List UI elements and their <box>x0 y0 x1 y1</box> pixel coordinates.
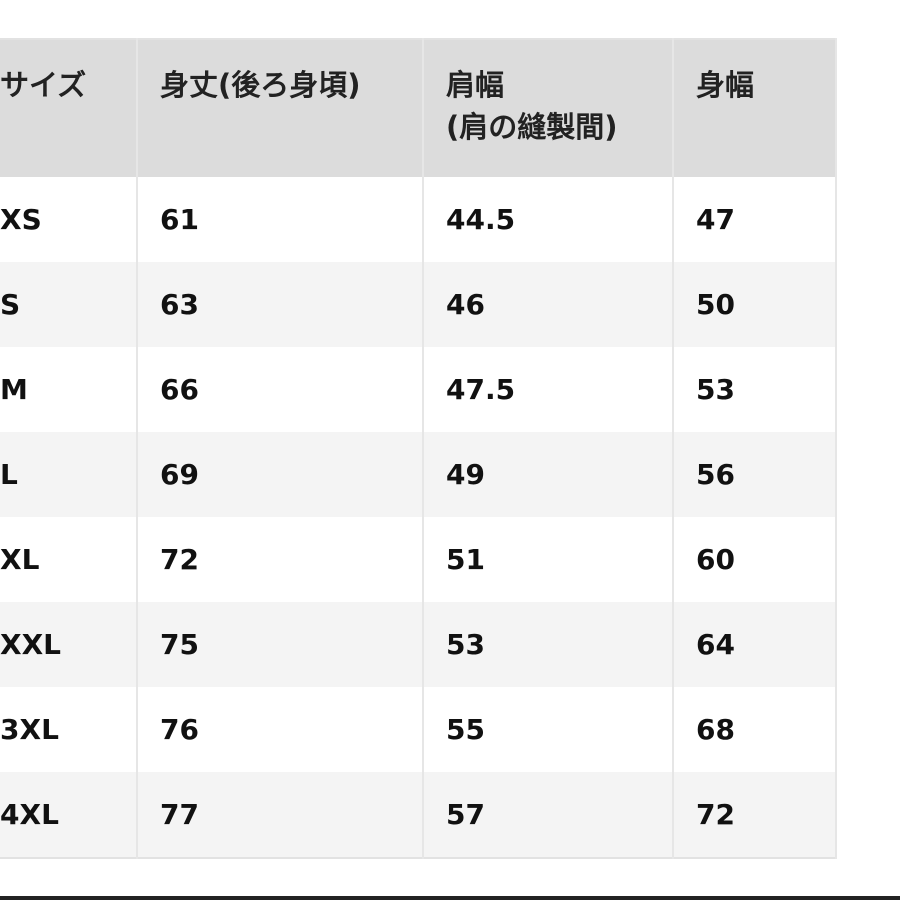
cell-width: 56 <box>672 432 837 517</box>
cell-shoulder: 47.5 <box>422 347 674 432</box>
cell-width: 47 <box>672 177 837 262</box>
header-shoulder-sub: (肩の縫製間) <box>446 110 618 144</box>
cell-shoulder: 57 <box>422 772 674 858</box>
header-width: 身幅 <box>672 39 837 177</box>
header-size: サイズ <box>0 39 138 177</box>
cell-shoulder: 53 <box>422 602 674 687</box>
cell-size: 4XL <box>0 772 138 858</box>
table-row: M 66 47.5 53 <box>0 347 837 432</box>
cell-length: 63 <box>136 262 424 347</box>
table-row: XS 61 44.5 47 <box>0 177 837 262</box>
cell-length: 61 <box>136 177 424 262</box>
cell-width: 72 <box>672 772 837 858</box>
header-shoulder-label: 肩幅 <box>446 68 505 102</box>
header-length: 身丈(後ろ身頃) <box>136 39 424 177</box>
table-row: XXL 75 53 64 <box>0 602 837 687</box>
cell-shoulder: 49 <box>422 432 674 517</box>
cell-width: 68 <box>672 687 837 772</box>
cell-shoulder: 51 <box>422 517 674 602</box>
cell-shoulder: 44.5 <box>422 177 674 262</box>
cell-size: XS <box>0 177 138 262</box>
cell-length: 76 <box>136 687 424 772</box>
table-row: L 69 49 56 <box>0 432 837 517</box>
cell-size: L <box>0 432 138 517</box>
cell-size: M <box>0 347 138 432</box>
cell-size: XL <box>0 517 138 602</box>
header-shoulder: 肩幅 (肩の縫製間) <box>422 39 674 177</box>
cell-length: 75 <box>136 602 424 687</box>
cell-length: 77 <box>136 772 424 858</box>
table-row: S 63 46 50 <box>0 262 837 347</box>
cell-length: 69 <box>136 432 424 517</box>
table-row: 3XL 76 55 68 <box>0 687 837 772</box>
cell-width: 60 <box>672 517 837 602</box>
cell-width: 64 <box>672 602 837 687</box>
cell-size: 3XL <box>0 687 138 772</box>
cell-shoulder: 46 <box>422 262 674 347</box>
header-row: サイズ 身丈(後ろ身頃) 肩幅 (肩の縫製間) 身幅 <box>0 39 837 177</box>
cell-size: XXL <box>0 602 138 687</box>
cell-shoulder: 55 <box>422 687 674 772</box>
cell-width: 53 <box>672 347 837 432</box>
cell-length: 72 <box>136 517 424 602</box>
table-row: XL 72 51 60 <box>0 517 837 602</box>
cell-length: 66 <box>136 347 424 432</box>
bottom-divider <box>0 896 900 900</box>
table-row: 4XL 77 57 72 <box>0 772 837 858</box>
cell-width: 50 <box>672 262 837 347</box>
cell-size: S <box>0 262 138 347</box>
size-chart-table: サイズ 身丈(後ろ身頃) 肩幅 (肩の縫製間) 身幅 XS 61 44.5 47 S 63… <box>0 38 837 859</box>
